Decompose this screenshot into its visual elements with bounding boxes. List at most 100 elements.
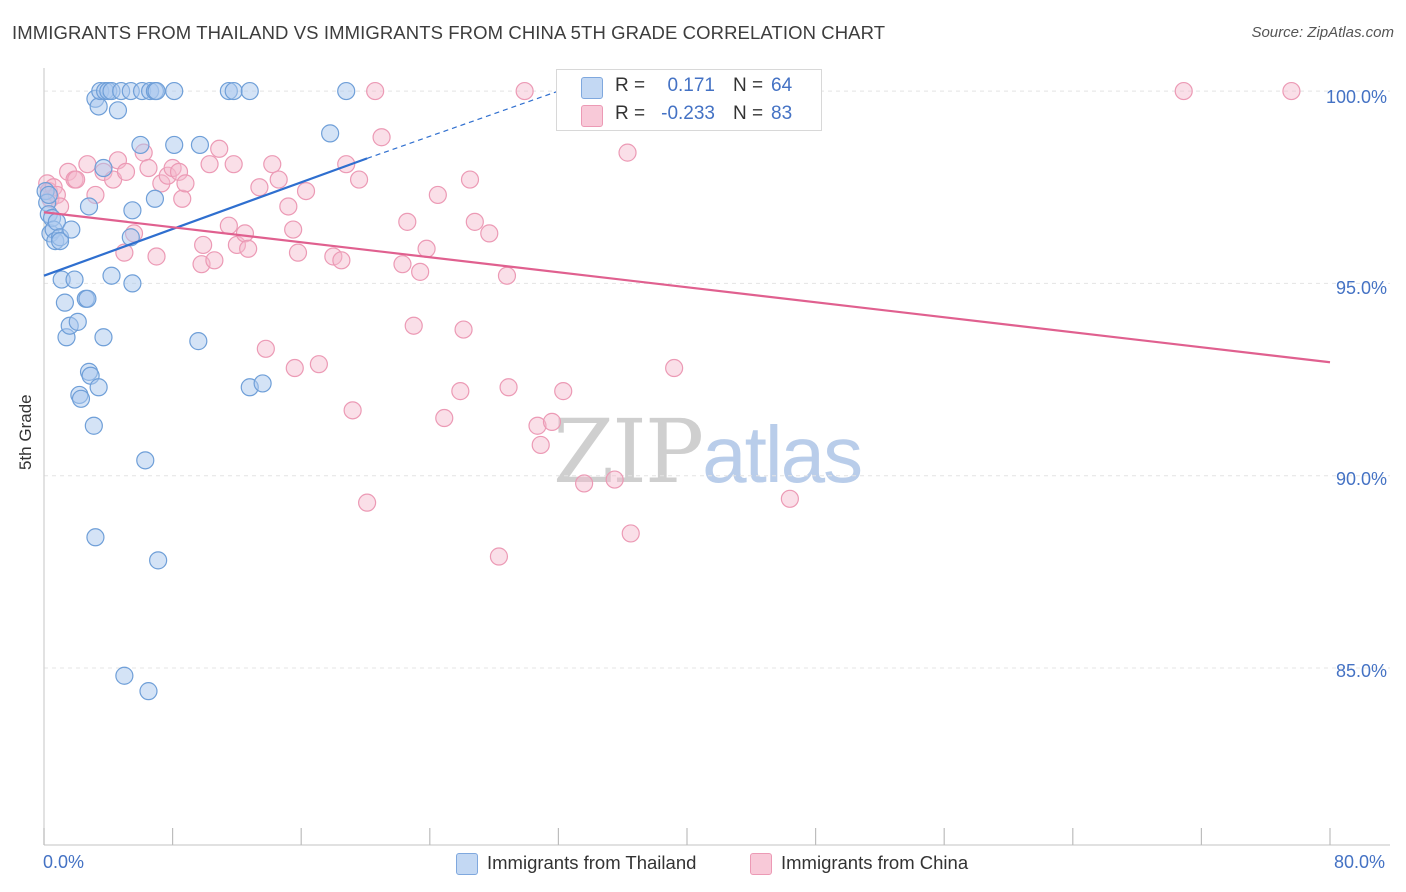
china-point — [256, 339, 275, 358]
thailand-point — [78, 289, 97, 308]
y-axis-label: 5th Grade — [16, 394, 35, 470]
thailand-trend-line — [43, 157, 368, 277]
source-label: Source: ZipAtlas.com — [1251, 24, 1394, 41]
china-point — [200, 155, 219, 174]
thailand-point — [68, 312, 87, 331]
thailand-point — [190, 135, 210, 155]
china-point — [296, 181, 316, 201]
thailand-point — [131, 135, 150, 155]
thailand-point — [224, 81, 243, 101]
thailand-point — [136, 451, 155, 470]
china-legend-swatch — [750, 853, 772, 875]
china-point — [269, 170, 288, 189]
china-point — [605, 470, 624, 489]
china-point — [404, 316, 423, 335]
thailand-point — [94, 158, 113, 178]
thailand-legend-label: Immigrants from Thailand — [487, 852, 697, 873]
china-point — [332, 251, 351, 270]
legend-n-key: N = — [733, 103, 764, 124]
thailand-point — [145, 189, 165, 208]
thailand-point — [79, 197, 99, 216]
china-point — [1174, 81, 1193, 101]
china-point — [235, 224, 255, 243]
china-point — [139, 158, 158, 178]
thailand-trend-extension — [366, 90, 559, 159]
y-tick-100: 100.0% — [1326, 87, 1388, 107]
china-point — [417, 239, 436, 258]
watermark-atlas: atlas — [702, 410, 863, 499]
legend-r-value: -0.233 — [661, 103, 715, 124]
china-point — [372, 128, 391, 147]
thailand-point — [149, 551, 168, 570]
china-point — [398, 212, 417, 231]
china-point — [116, 162, 136, 181]
china-point — [366, 81, 385, 101]
thailand-point — [86, 528, 105, 547]
china-point — [205, 251, 224, 270]
china-point — [285, 358, 304, 378]
china-point — [411, 262, 430, 281]
thailand-point — [321, 124, 340, 143]
thailand-point — [139, 682, 158, 701]
legend-n-value: 83 — [771, 103, 793, 124]
thailand-point — [55, 293, 74, 312]
chart-title: IMMIGRANTS FROM THAILAND VS IMMIGRANTS F… — [12, 22, 886, 43]
china-point — [279, 197, 298, 216]
legend-r-key: R = — [615, 75, 646, 96]
china-point — [618, 143, 637, 162]
x-tick-max: 80.0% — [1334, 852, 1386, 872]
thailand-point — [240, 81, 259, 101]
china-point — [1282, 81, 1301, 101]
china-point — [497, 266, 517, 285]
china-point — [67, 170, 86, 189]
china-swatch — [581, 105, 603, 127]
thailand-point — [50, 231, 70, 251]
thailand-point — [123, 274, 142, 293]
china-point — [250, 178, 269, 197]
china-point — [499, 378, 518, 397]
thailand-point — [115, 666, 134, 685]
china-point — [219, 216, 238, 235]
legend-row-thailand: R = 0.171 N = 64 — [557, 73, 821, 101]
thailand-point — [108, 101, 128, 120]
china-point — [169, 162, 189, 181]
thailand-point — [165, 81, 184, 101]
china-point — [194, 235, 213, 255]
y-tick-90: 90.0% — [1336, 469, 1388, 489]
china-point — [575, 474, 594, 493]
china-trend-line — [43, 211, 1331, 364]
china-point — [428, 185, 447, 205]
thailand-point — [65, 270, 84, 289]
china-point — [531, 435, 550, 455]
china-point — [224, 155, 243, 174]
china-point — [528, 416, 547, 435]
thailand-point — [189, 332, 208, 351]
china-point — [343, 401, 362, 420]
china-point — [173, 189, 192, 208]
thailand-point — [165, 135, 184, 155]
thailand-point — [89, 378, 108, 397]
thailand-point — [94, 328, 113, 347]
legend-r-value: 0.171 — [667, 75, 715, 96]
thailand-point — [123, 201, 142, 220]
china-point — [665, 358, 684, 378]
watermark-zip: ZIP — [553, 400, 704, 503]
china-point — [465, 212, 484, 231]
thailand-point — [89, 97, 108, 116]
china-point — [489, 547, 509, 566]
thailand-point — [102, 266, 121, 285]
china-point — [176, 174, 195, 193]
china-point — [515, 81, 534, 101]
china-point — [780, 489, 799, 508]
china-point — [263, 155, 282, 174]
watermark: ZIPatlas — [553, 400, 863, 503]
china-point — [288, 243, 308, 262]
china-point — [393, 255, 412, 274]
china-point — [309, 355, 328, 374]
china-point — [435, 408, 454, 428]
china-point — [460, 170, 480, 189]
y-tick-85: 85.0% — [1336, 661, 1388, 681]
china-point — [284, 220, 303, 239]
legend-row-china: R = -0.233 N = 83 — [557, 101, 821, 129]
correlation-legend: R = 0.171 N = 64 R = -0.233 N = 83 — [556, 69, 822, 131]
